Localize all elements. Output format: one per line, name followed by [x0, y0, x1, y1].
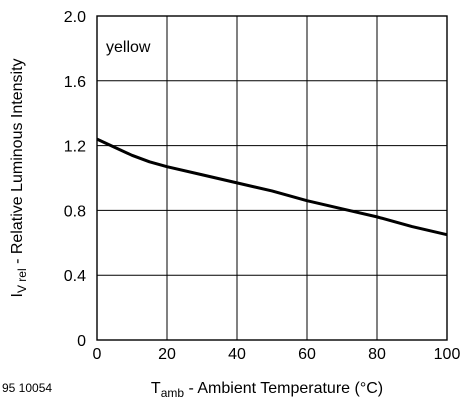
x-tick-label-1: 20 [158, 346, 176, 363]
y-tick-label-0: 0 [77, 333, 86, 350]
grid-lines [97, 16, 447, 340]
annotation-label: yellow [106, 39, 151, 56]
x-tick-label-2: 40 [228, 346, 246, 363]
y-tick-label-4: 1.6 [64, 74, 86, 91]
x-tick-labels: 0 20 40 60 80 100 [93, 346, 461, 363]
x-tick-label-3: 60 [298, 346, 316, 363]
x-tick-label-5: 100 [434, 346, 461, 363]
x-tick-label-4: 80 [368, 346, 386, 363]
series-line-0 [96, 137, 448, 237]
figure-id: 95 10054 [2, 381, 52, 395]
y-tick-label-2: 0.8 [64, 203, 86, 220]
series-group [96, 137, 448, 237]
x-axis-label: Tamb - Ambient Temperature (°C) [151, 380, 383, 400]
y-axis-label: IV rel - Relative Luminous Intensity [9, 58, 29, 297]
y-axis-label-rest: - Relative Luminous Intensity [9, 58, 26, 268]
y-axis-label-main: I [9, 293, 26, 297]
plot-frame [96, 15, 448, 341]
y-tick-label-1: 0.4 [64, 268, 86, 285]
x-axis-label-sub: amb [161, 386, 185, 400]
x-axis-label-rest: - Ambient Temperature (°C) [184, 380, 383, 397]
y-tick-labels: 0 0.4 0.8 1.2 1.6 2.0 [64, 9, 86, 350]
x-tick-label-0: 0 [93, 346, 102, 363]
y-axis-label-sub: V rel [15, 268, 29, 293]
y-tick-label-3: 1.2 [64, 139, 86, 156]
x-axis-label-main: T [151, 380, 161, 397]
y-tick-label-5: 2.0 [64, 9, 86, 26]
